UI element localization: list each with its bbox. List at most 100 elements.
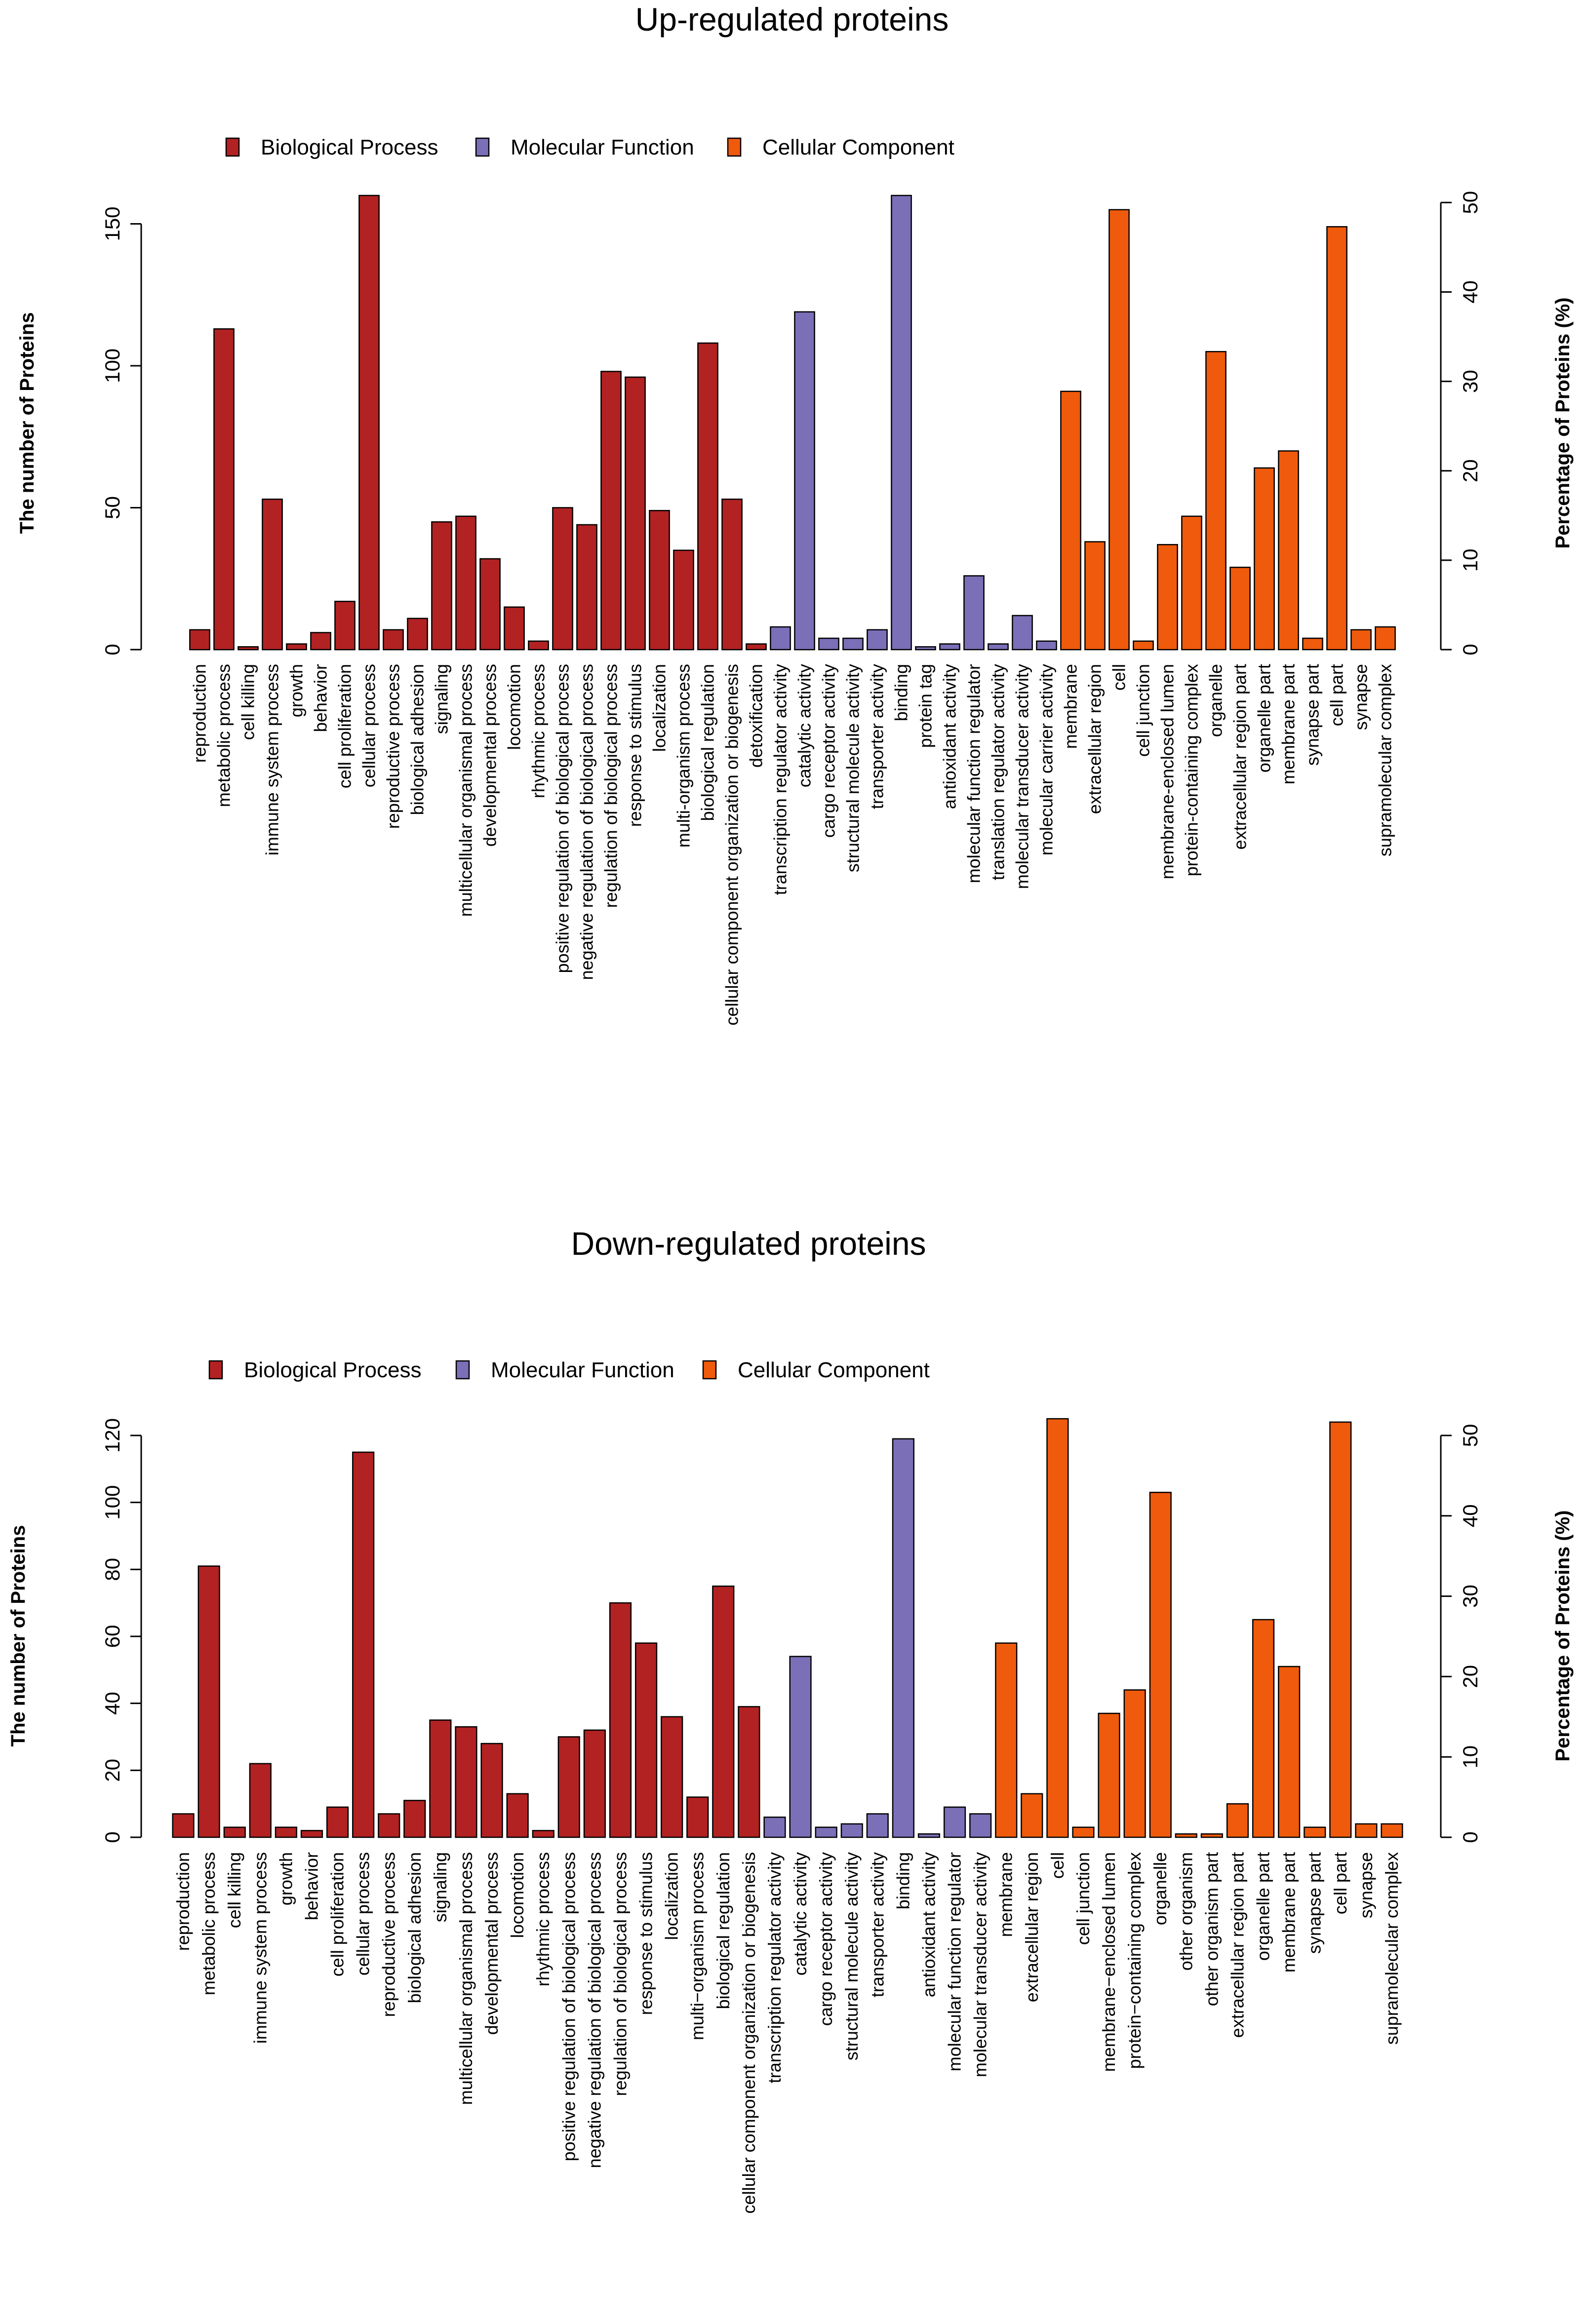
bar: [1350, 629, 1372, 651]
category-label: extracellular region: [1085, 664, 1105, 814]
category-label: rhythmic process: [528, 664, 549, 798]
category-label: synapse part: [1303, 664, 1323, 766]
bar: [892, 1438, 914, 1838]
category-label: regulation of biological process: [610, 1852, 631, 2096]
category-label: signaling: [430, 1852, 450, 1922]
bar: [249, 1763, 272, 1838]
category-label: metabolic process: [214, 664, 234, 807]
secondary-y-tick-label: 0: [1459, 1831, 1482, 1843]
bar: [840, 1823, 863, 1838]
category-label: cell junction: [1073, 1852, 1093, 1945]
category-label: reproductive process: [379, 1852, 399, 2017]
legend: Biological Process Molecular Function Ce…: [225, 135, 954, 159]
category-label: structural molecule activity: [843, 664, 863, 872]
bar: [1375, 626, 1396, 651]
legend-label-cellular-component: Cellular Component: [738, 1358, 930, 1382]
secondary-y-tick-label: 50: [1459, 191, 1482, 214]
bar: [866, 1813, 889, 1838]
category-label: growth: [286, 664, 307, 717]
category-label: immune system process: [250, 1852, 270, 2044]
category-label: transporter activity: [867, 664, 887, 809]
category-label: cell: [1047, 1852, 1068, 1879]
category-label: membrane part: [1279, 1852, 1299, 1973]
bar: [1226, 1803, 1249, 1838]
category-label: membrane−enclosed lumen: [1099, 1852, 1119, 2072]
category-label: reproductive process: [383, 664, 403, 829]
secondary-y-tick-label: 50: [1459, 1424, 1482, 1447]
category-label: cellular process: [353, 1852, 373, 1975]
bar: [794, 311, 815, 651]
category-label: antioxidant activity: [940, 664, 960, 809]
category-label: transporter activity: [867, 1852, 887, 1997]
bar: [557, 1736, 580, 1838]
category-label: behavior: [302, 1852, 322, 1920]
legend-swatch-molecular-function: [475, 137, 490, 157]
bar: [407, 618, 428, 651]
bar: [300, 1830, 323, 1838]
category-label: translation regulator activity: [988, 664, 1008, 880]
bar: [649, 510, 670, 651]
bar: [697, 342, 718, 651]
category-label: signaling: [432, 664, 452, 734]
bar: [1355, 1823, 1378, 1838]
chart-title: Up-regulated proteins: [635, 1, 949, 38]
bar: [198, 1565, 220, 1838]
bar: [770, 626, 791, 651]
category-label: biological adhesion: [407, 664, 428, 815]
legend-swatch-biological-process: [225, 137, 240, 157]
legend: Biological Process Molecular Function Ce…: [208, 1358, 930, 1382]
bar: [600, 371, 622, 651]
bar: [326, 1806, 349, 1838]
bar: [609, 1602, 632, 1838]
secondary-y-tick-label: 40: [1459, 280, 1482, 304]
category-label: cell killing: [238, 664, 258, 740]
category-label: biological adhesion: [404, 1852, 425, 2003]
secondary-y-axis-title: Percentage of Proteins (%): [1552, 297, 1574, 548]
bar: [1254, 467, 1275, 651]
secondary-y-tick-label: 10: [1459, 1745, 1482, 1769]
category-label: organelle: [1150, 1852, 1170, 1925]
category-label: antioxidant activity: [919, 1852, 939, 1997]
category-label: developmental process: [480, 664, 500, 847]
category-label: catalytic activity: [794, 664, 815, 787]
bar: [721, 499, 743, 651]
category-label: developmental process: [481, 1852, 502, 2035]
legend-swatch-molecular-function: [455, 1360, 470, 1380]
bar: [403, 1800, 426, 1838]
bar: [818, 637, 839, 651]
category-label: behavior: [311, 664, 331, 732]
category-label: organelle part: [1254, 664, 1274, 773]
y-axis: 0 50 100 150: [101, 206, 142, 656]
bar: [528, 640, 549, 651]
category-labels: reproduction metabolic process cell killin…: [173, 1852, 1402, 2213]
y-tick-label: 100: [101, 1485, 124, 1520]
category-label: molecular function regulator: [945, 1852, 965, 2071]
bar: [223, 1826, 246, 1838]
bar: [1133, 640, 1154, 651]
bar: [1149, 1492, 1172, 1838]
secondary-y-tick-label: 40: [1459, 1504, 1482, 1527]
bar: [1021, 1793, 1043, 1838]
category-label: rhythmic process: [533, 1852, 553, 1986]
secondary-y-tick-label: 20: [1459, 1665, 1482, 1688]
category-label: metabolic process: [198, 1852, 219, 1995]
bar: [1072, 1826, 1095, 1838]
bar: [1109, 209, 1130, 651]
category-label: membrane: [1061, 664, 1081, 749]
bar: [963, 575, 985, 651]
bar: [1123, 1689, 1146, 1838]
category-label: reproduction: [190, 664, 210, 763]
category-label: cell killing: [224, 1852, 244, 1928]
legend-label-molecular-function: Molecular Function: [511, 135, 694, 159]
legend-label-biological-process: Biological Process: [244, 1358, 422, 1382]
category-label: membrane-enclosed lumen: [1157, 664, 1178, 879]
bar: [275, 1826, 297, 1838]
legend-swatch-cellular-component: [702, 1360, 717, 1380]
bar: [431, 521, 452, 651]
category-label: localization: [649, 664, 670, 752]
bar: [1205, 351, 1227, 651]
category-label: cellular component organization or bioge…: [739, 1852, 759, 2213]
category-label: multicellular organismal process: [456, 664, 476, 917]
category-label: response to stimulus: [625, 664, 645, 827]
bar: [1157, 544, 1178, 651]
